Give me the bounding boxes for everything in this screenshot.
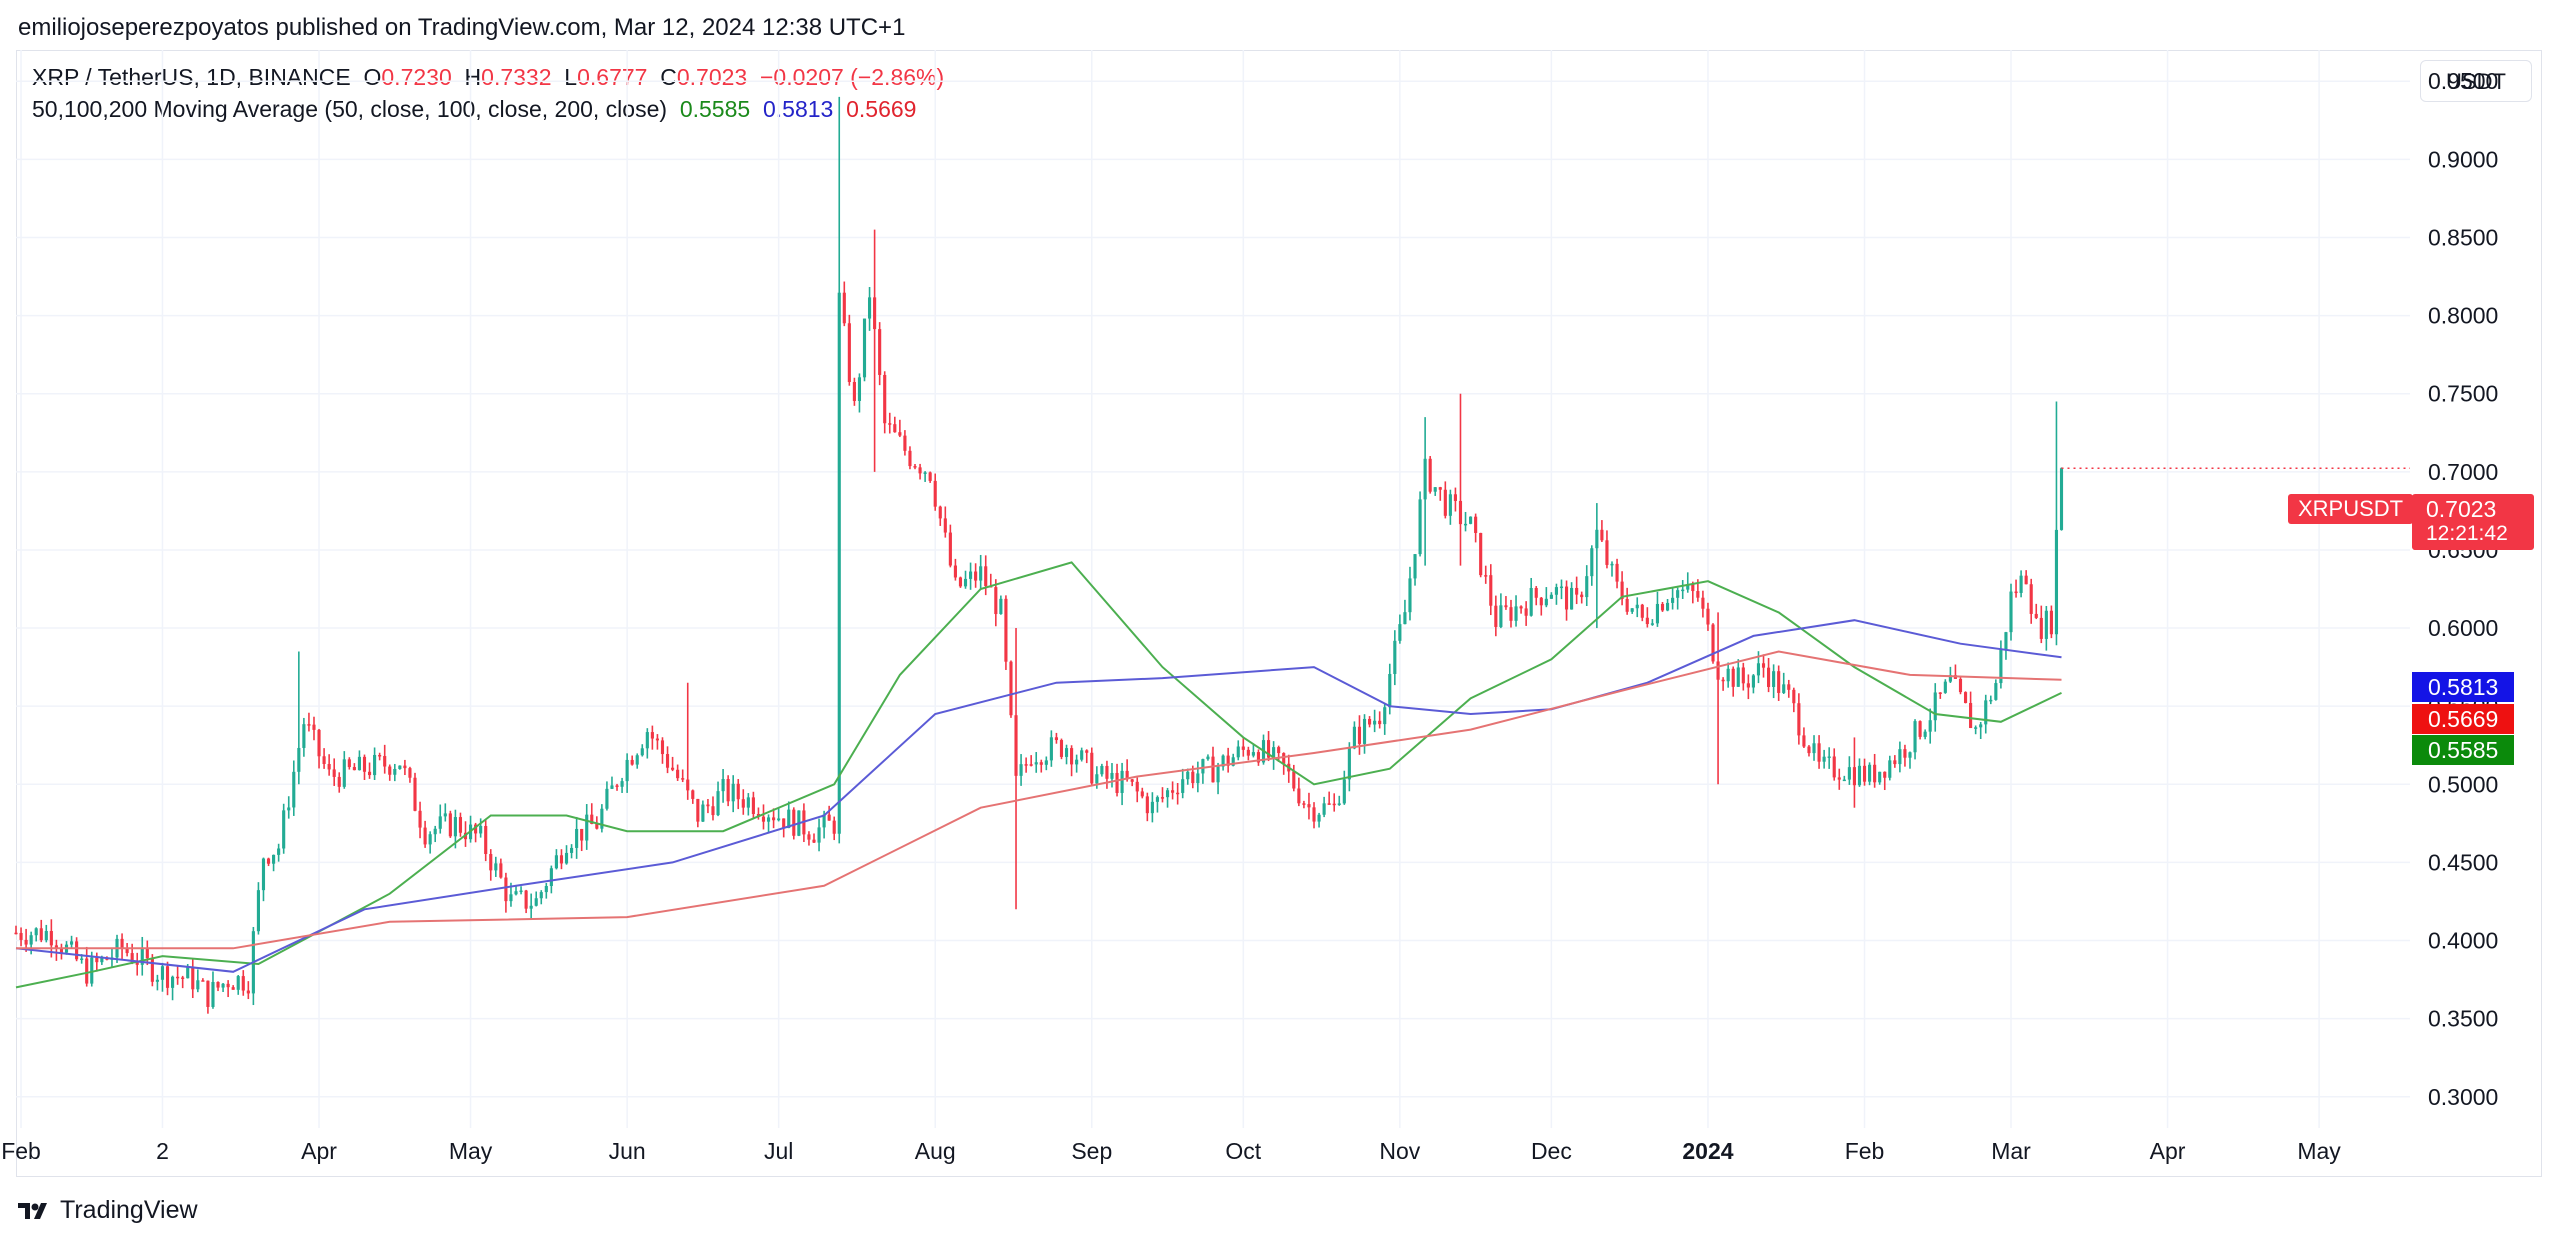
low-value: 0.6777 bbox=[577, 64, 648, 90]
last-price: 0.7023 bbox=[2426, 496, 2497, 522]
currency-button[interactable]: USDT bbox=[2420, 60, 2532, 102]
open-label: O bbox=[363, 64, 382, 90]
symbol-title[interactable]: XRP / TetherUS, 1D, BINANCE bbox=[32, 64, 351, 90]
ma100-value: 0.5813 bbox=[762, 96, 834, 122]
change-value: −0.0207 (−2.86%) bbox=[760, 64, 945, 90]
symbol-legend: XRP / TetherUS, 1D, BINANCE O0.7230 H0.7… bbox=[32, 64, 944, 91]
ma50-tag: 0.5585 bbox=[2412, 735, 2514, 765]
ma50-value: 0.5585 bbox=[679, 96, 751, 122]
tradingview-logo-icon bbox=[18, 1202, 47, 1219]
symbol-price-tag: XRPUSDT bbox=[2288, 494, 2414, 524]
close-label: C bbox=[660, 64, 677, 90]
tradingview-logo[interactable]: TradingView bbox=[18, 1196, 198, 1225]
close-value: 0.7023 bbox=[676, 64, 748, 90]
bar-countdown: 12:21:42 bbox=[2426, 522, 2508, 545]
high-value: 0.7332 bbox=[481, 64, 552, 90]
ma200-value: 0.5669 bbox=[846, 96, 917, 122]
tradingview-wordmark: TradingView bbox=[60, 1196, 198, 1224]
low-label: L bbox=[564, 64, 578, 90]
open-value: 0.7230 bbox=[381, 64, 452, 90]
chart-frame bbox=[16, 50, 2542, 1177]
publisher-line: emiliojoseperezpoyatos published on Trad… bbox=[18, 14, 906, 41]
ma200-tag: 0.5669 bbox=[2412, 704, 2514, 734]
ma-indicator-title[interactable]: 50,100,200 Moving Average (50, close, 10… bbox=[32, 96, 668, 122]
ma100-tag: 0.5813 bbox=[2412, 672, 2514, 702]
last-price-tag: 0.7023 12:21:42 bbox=[2412, 494, 2534, 550]
high-label: H bbox=[464, 64, 482, 90]
ma-legend: 50,100,200 Moving Average (50, close, 10… bbox=[32, 96, 916, 123]
